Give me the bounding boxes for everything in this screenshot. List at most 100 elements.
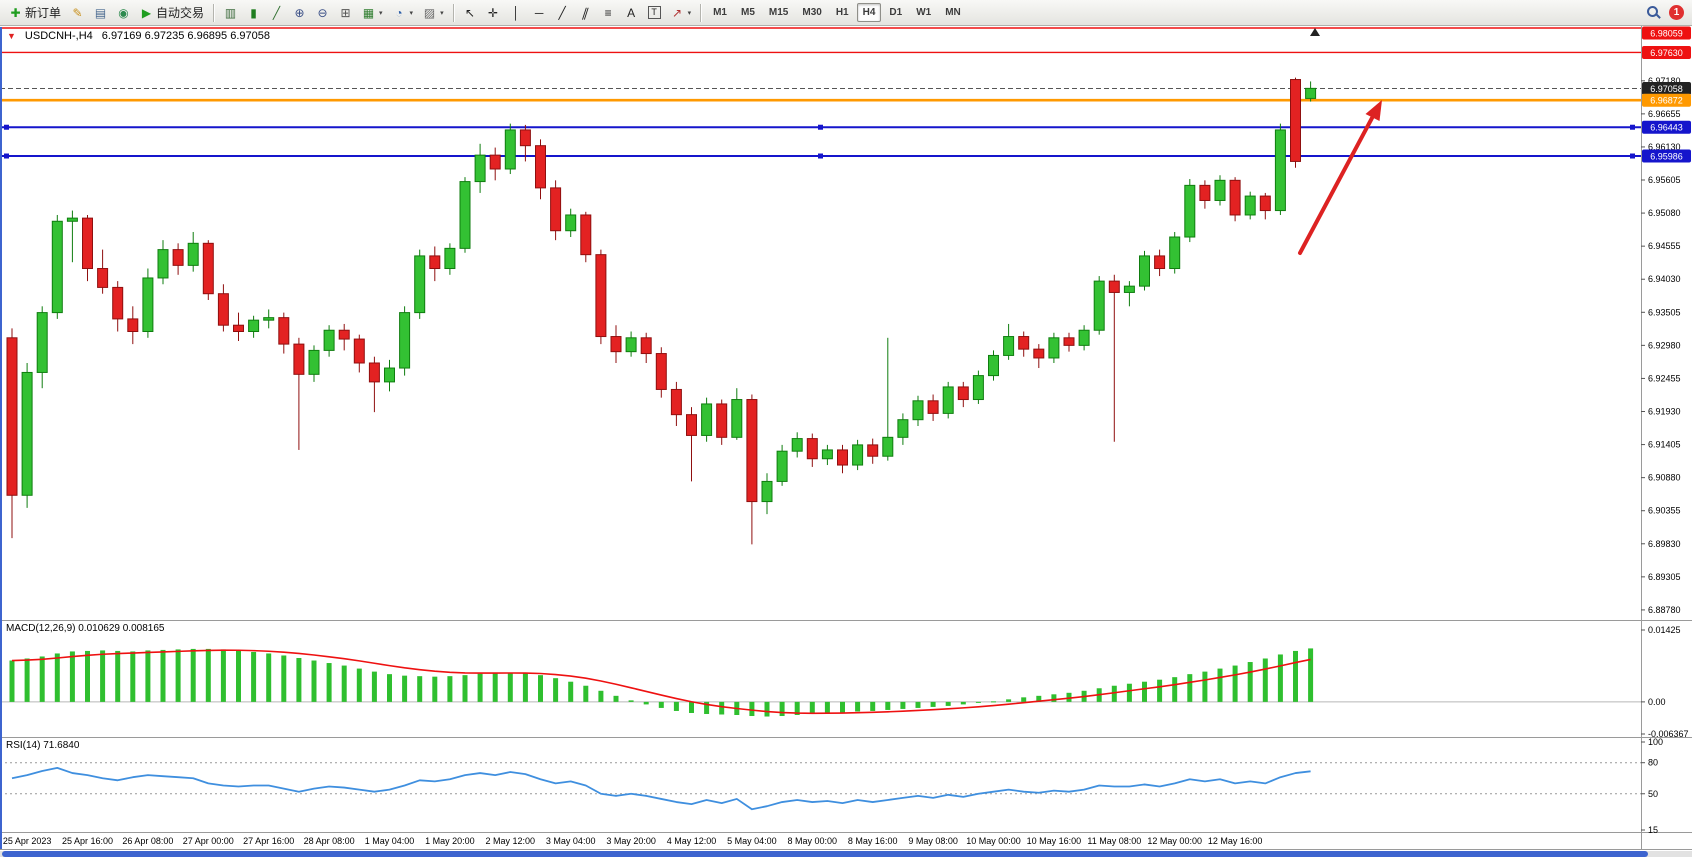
globe-icon: ◉ (118, 5, 129, 20)
macd-histogram-bar (1142, 681, 1147, 702)
candle-body (202, 242, 214, 295)
annotation-arrow-head[interactable] (1365, 100, 1383, 121)
fibonacci-button[interactable]: ≡ (598, 2, 619, 24)
annotation-arrow[interactable] (1298, 116, 1374, 255)
time-axis-label: 5 May 04:00 (727, 836, 777, 846)
crosshair-button[interactable]: ✛ (483, 2, 504, 24)
new-order-button[interactable]: ✚ 新订单 (5, 2, 65, 24)
macd-histogram-bar (85, 650, 90, 702)
metaeditor-button[interactable]: ✎ (67, 2, 88, 24)
line-handle[interactable] (818, 153, 823, 159)
line-chart-icon: ╱ (272, 5, 281, 20)
price-badge-label: 6.95986 (1650, 152, 1683, 162)
chevron-down-icon[interactable]: ▾ (687, 9, 692, 17)
zoom-out-button[interactable]: ⊖ (312, 2, 333, 24)
symbol-dropdown-marker-icon[interactable]: ▼ (7, 31, 16, 41)
candle-body (1229, 179, 1241, 216)
candlestick-chart-button[interactable]: ▮ (243, 2, 264, 24)
price-badge (1642, 93, 1691, 107)
macd-histogram-bar (1051, 694, 1057, 702)
candle-body (6, 337, 18, 496)
candle-body (595, 254, 607, 338)
macd-histogram-bar (553, 678, 559, 702)
template-icon: ▨ (423, 5, 436, 20)
rsi-indicator-label: RSI(14) 71.6840 (6, 740, 80, 751)
zoom-in-button[interactable]: ⊕ (289, 2, 310, 24)
macd-histogram-bar (1157, 679, 1163, 702)
candle-body (1123, 285, 1135, 293)
chevron-down-icon[interactable]: ▾ (379, 9, 383, 17)
play-icon: ▶ (141, 5, 152, 20)
macd-histogram-bar (402, 675, 408, 702)
timeframe-h4[interactable]: H4 (856, 3, 882, 22)
timeframe-m1[interactable]: M1 (713, 7, 727, 18)
macd-histogram-bar (266, 653, 272, 702)
line-chart-button[interactable]: ╱ (266, 2, 287, 24)
macd-histogram-bar (960, 701, 966, 705)
candle-body (957, 386, 969, 401)
candle-body (912, 400, 924, 421)
candle-body (942, 386, 954, 414)
price-tick-label: 6.89830 (1648, 539, 1681, 549)
line-handle[interactable] (818, 124, 823, 130)
notification-badge[interactable]: 1 (1669, 5, 1684, 20)
price-tick-label: 6.88780 (1648, 605, 1681, 615)
price-badge-label: 6.97058 (1650, 84, 1683, 94)
line-handle[interactable] (1630, 153, 1635, 159)
line-handle[interactable] (4, 124, 9, 130)
profiles-button[interactable]: ◔ ▾ (389, 2, 418, 24)
community-button[interactable]: ◉ (113, 2, 134, 24)
tile-windows-button[interactable]: ⊞ (335, 2, 356, 24)
macd-histogram-bar (749, 701, 755, 717)
candle-body (157, 249, 169, 279)
macd-histogram-bar (326, 663, 332, 702)
timeframe-h1[interactable]: H1 (835, 7, 849, 18)
candle-body (791, 438, 803, 452)
timeframe-m30[interactable]: M30 (802, 7, 822, 18)
autotrading-button[interactable]: ▶ 自动交易 (136, 2, 208, 24)
cursor-button[interactable]: ↖ (460, 2, 481, 24)
chart-background (0, 26, 1692, 857)
time-axis-label: 28 Apr 08:00 (304, 836, 355, 846)
timeframe-d1[interactable]: D1 (889, 7, 903, 18)
timeframe-m5[interactable]: M5 (741, 7, 755, 18)
text-button[interactable]: A (621, 2, 642, 24)
templates-button[interactable]: ▨ ▾ (419, 2, 448, 24)
macd-histogram-bar (145, 650, 151, 702)
candle-body (66, 217, 78, 222)
chevron-down-icon[interactable]: ▾ (440, 9, 444, 17)
candle-body (217, 293, 229, 326)
chart-shift-marker[interactable] (1310, 28, 1320, 36)
macd-histogram-bar (915, 701, 921, 708)
channel-button[interactable]: ∥ (575, 2, 596, 24)
candle-body (82, 217, 93, 270)
horizontal-line-button[interactable]: ─ (529, 2, 550, 24)
timeframe-w1[interactable]: W1 (916, 7, 932, 18)
new-chart-button[interactable]: ▦ ▾ (358, 2, 387, 24)
candle-body (323, 329, 335, 351)
candle-body (293, 343, 305, 375)
h-scrollbar-thumb[interactable] (2, 851, 1648, 857)
trendline-button[interactable]: ╱ (552, 2, 573, 24)
search-icon[interactable] (1646, 5, 1661, 20)
price-tick-label: 6.94030 (1648, 274, 1681, 284)
new-order-button-label: 新订单 (25, 6, 62, 20)
candle-body (519, 129, 531, 147)
candle-body (429, 255, 441, 270)
macd-histogram-bar (1308, 648, 1314, 702)
macd-histogram-bar (538, 675, 543, 702)
candle-body (852, 444, 864, 466)
text-label-button[interactable]: T (644, 2, 665, 24)
timeframe-m15[interactable]: M15 (768, 7, 789, 18)
line-handle[interactable] (1630, 124, 1635, 130)
vertical-line-button[interactable]: │ (506, 2, 527, 24)
macd-histogram-bar (840, 701, 845, 713)
line-handle[interactable] (4, 153, 9, 159)
arrows-button[interactable]: ↗ ▾ (667, 2, 696, 24)
bars-chart-button[interactable]: ▥ (220, 2, 241, 24)
timeframe-mn[interactable]: MN (945, 7, 961, 18)
print-button[interactable]: ▤ (90, 2, 111, 24)
rsi-tick-label: 100 (1648, 737, 1663, 747)
price-tick-label: 6.89305 (1648, 572, 1681, 582)
chevron-down-icon[interactable]: ▾ (409, 9, 414, 17)
